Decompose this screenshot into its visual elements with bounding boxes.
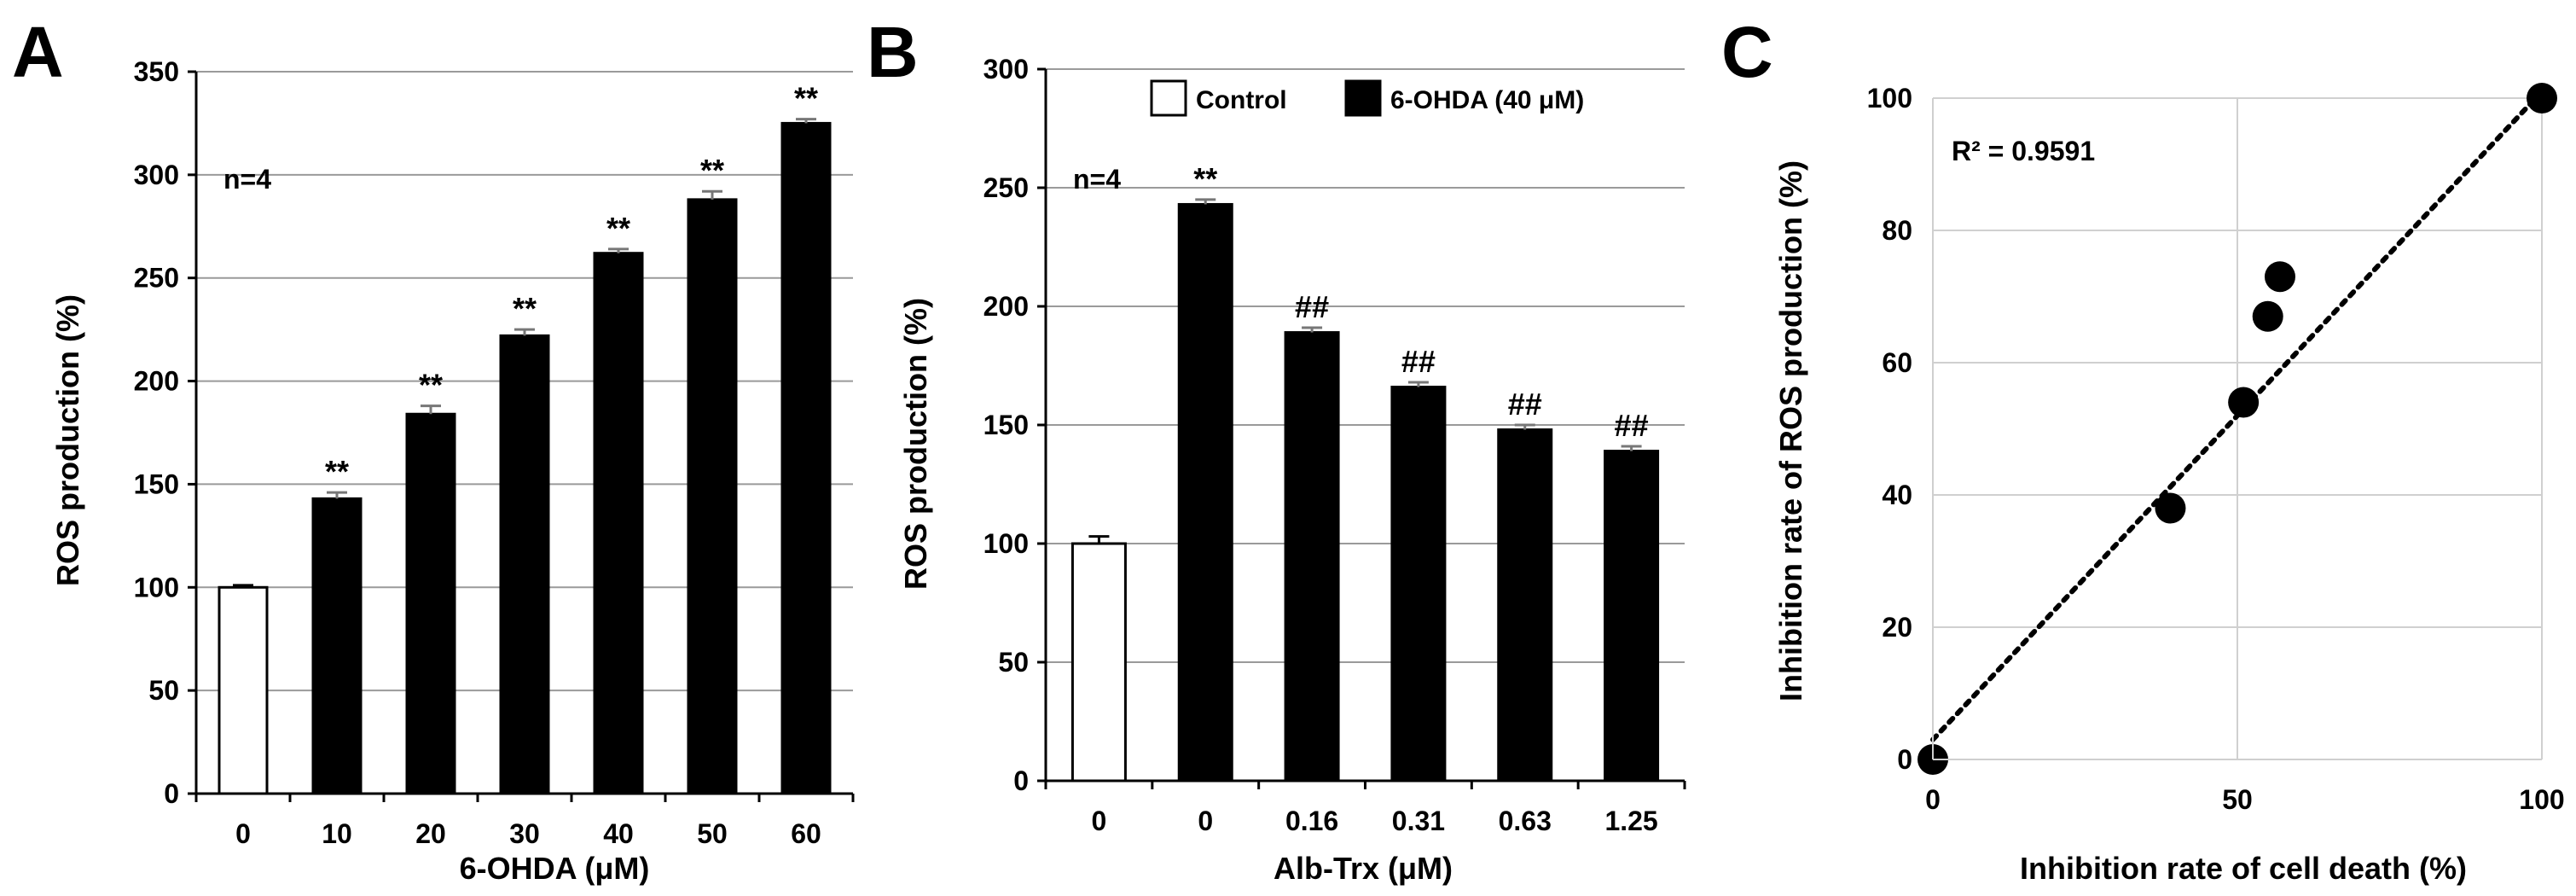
panel-b-bar — [1390, 386, 1447, 783]
panel-c-y-tick-label: 100 — [1867, 83, 1912, 113]
panel-b-significance-label: ## — [1508, 387, 1542, 422]
panel-b-significance-label: ** — [1193, 161, 1217, 196]
panel-a-x-tick-label: 30 — [509, 818, 540, 849]
panel-b-x-tick-label: 0.31 — [1392, 806, 1445, 836]
panel-c-y-tick-label: 80 — [1882, 215, 1912, 246]
panel-c-data-point — [2155, 492, 2186, 524]
panel-b-y-tick-label: 300 — [983, 54, 1029, 84]
panel-c-data-point — [2228, 387, 2260, 418]
panel-b-bars — [1070, 198, 1660, 783]
panel-c-y-tick-label: 60 — [1882, 347, 1912, 378]
panel-a-x-ticks: 0 10 20 30 40 50 60 — [194, 794, 855, 849]
panel-a-significance-label: ** — [794, 81, 818, 116]
panel-c-x-tick-label: 100 — [2519, 784, 2564, 815]
panel-a-significance-label: ** — [513, 291, 537, 326]
panel-c-y-ticks: 0 20 40 60 80 100 — [1867, 83, 1912, 775]
panel-a-bar — [780, 121, 832, 795]
panel-b-bar — [1070, 542, 1127, 783]
panel-c-x-axis-title: Inhibition rate of cell death (%) — [2020, 851, 2467, 886]
panel-letter-a: A — [12, 12, 64, 92]
panel-b-bar — [1177, 202, 1233, 783]
panel-c-data-point — [2527, 83, 2557, 113]
panel-b-y-tick-label: 0 — [1013, 765, 1029, 796]
panel-b-chart: 0 50 100 150 200 250 300 0 0 0.16 0.31 0.63 1.25 **… — [898, 54, 1686, 886]
panel-a-bar — [218, 585, 269, 795]
panel-a-x-tick-label: 50 — [697, 818, 728, 849]
panel-b-significance-label: ## — [1401, 344, 1436, 379]
panel-b-x-tick-label: 0 — [1092, 806, 1107, 836]
panel-b-x-axis-title: Alb-Trx (μM) — [1273, 851, 1453, 886]
panel-c-y-axis-title: Inhibition rate of ROS production (%) — [1773, 160, 1808, 701]
panel-c-data-point — [2252, 300, 2283, 332]
panel-a-y-tick-label: 350 — [134, 56, 179, 87]
panel-a-bar — [311, 497, 363, 795]
panel-a-y-tick-label: 200 — [134, 366, 179, 397]
panel-a-y-tick-label: 250 — [134, 263, 179, 294]
legend-label-6-ohda: 6-OHDA (40 μM) — [1390, 86, 1584, 114]
panel-a-n-label: n=4 — [223, 164, 271, 195]
panel-c-y-tick-label: 0 — [1897, 744, 1912, 775]
panel-b-y-ticks: 0 50 100 150 200 250 300 — [983, 54, 1046, 796]
panel-a-y-ticks: 0 50 100 150 200 250 300 350 — [134, 56, 196, 809]
panel-a-significance-label: ** — [606, 211, 630, 246]
panel-c-x-tick-label: 50 — [2222, 784, 2253, 815]
panel-b-y-tick-label: 100 — [983, 528, 1029, 559]
panel-b-significance-label: ## — [1295, 289, 1329, 324]
panel-a-bar — [593, 252, 644, 795]
panel-a-x-tick-label: 0 — [235, 818, 251, 849]
panel-b-y-tick-label: 200 — [983, 291, 1029, 322]
panel-a-x-tick-label: 60 — [791, 818, 821, 849]
panel-b-grid — [1046, 68, 1685, 663]
panel-a-significance-label: ** — [419, 368, 443, 403]
panel-a-bars — [218, 118, 832, 795]
panel-a-y-tick-label: 50 — [148, 675, 179, 706]
panel-letter-c: C — [1721, 12, 1773, 92]
panel-b-bar — [1284, 331, 1340, 783]
panel-c-x-ticks: 0 50 100 — [1925, 784, 2565, 815]
legend-swatch-6-ohda — [1344, 79, 1382, 117]
panel-a-significance: ** ** ** ** ** ** — [325, 81, 818, 490]
panel-a-y-tick-label: 300 — [134, 160, 179, 190]
panel-a-x-axis-title: 6-OHDA (μM) — [460, 851, 650, 886]
panel-c-chart: 0 20 40 60 80 100 0 50 100 R² = 0.9591 Inhibiti… — [1773, 83, 2565, 886]
panel-a-bar — [499, 334, 550, 795]
panel-a-bar — [405, 412, 456, 795]
panel-b-x-tick-label: 0 — [1198, 806, 1213, 836]
panel-c-data-point — [2264, 261, 2295, 293]
panel-a-x-tick-label: 20 — [415, 818, 446, 849]
panel-c-x-tick-label: 0 — [1925, 784, 1941, 815]
panel-b-legend: Control 6-OHDA (40 μM) — [1150, 79, 1584, 117]
panel-a-significance-label: ** — [700, 153, 724, 188]
panel-c-y-tick-label: 40 — [1882, 480, 1912, 510]
panel-a-significance-label: ** — [325, 454, 349, 489]
panel-c-grid — [1933, 97, 2543, 759]
panel-c-y-tick-label: 20 — [1882, 612, 1912, 643]
panel-b-y-tick-label: 50 — [998, 647, 1029, 678]
panel-b-bar — [1604, 450, 1660, 783]
panel-b-x-tick-label: 0.63 — [1499, 806, 1552, 836]
panel-a-y-tick-label: 100 — [134, 572, 179, 602]
panel-b-bar — [1497, 428, 1553, 783]
legend-label-control: Control — [1196, 86, 1287, 114]
panel-letter-b: B — [867, 12, 919, 92]
panel-b-x-ticks: 0 0 0.16 0.31 0.63 1.25 — [1044, 781, 1686, 836]
panel-a-y-tick-label: 150 — [134, 468, 179, 499]
panel-a-bar — [687, 198, 738, 795]
panel-b-x-tick-label: 1.25 — [1604, 806, 1657, 836]
panel-a-y-tick-label: 0 — [164, 778, 179, 809]
panel-b-significance: ** ## ## ## ## — [1193, 161, 1648, 443]
panel-b-y-axis-title: ROS production (%) — [898, 298, 933, 590]
legend-swatch-control — [1150, 79, 1187, 117]
panel-a-x-tick-label: 40 — [603, 818, 634, 849]
panel-a-y-axis-title: ROS production (%) — [50, 294, 85, 586]
panel-b-y-tick-label: 250 — [983, 172, 1029, 203]
panel-b-n-label: n=4 — [1073, 164, 1121, 195]
panel-b-significance-label: ## — [1615, 408, 1649, 443]
panel-b-x-tick-label: 0.16 — [1285, 806, 1338, 836]
panel-a-x-tick-label: 10 — [322, 818, 352, 849]
panel-c-r-squared: R² = 0.9591 — [1952, 136, 2095, 166]
panel-b-y-tick-label: 150 — [983, 410, 1029, 440]
